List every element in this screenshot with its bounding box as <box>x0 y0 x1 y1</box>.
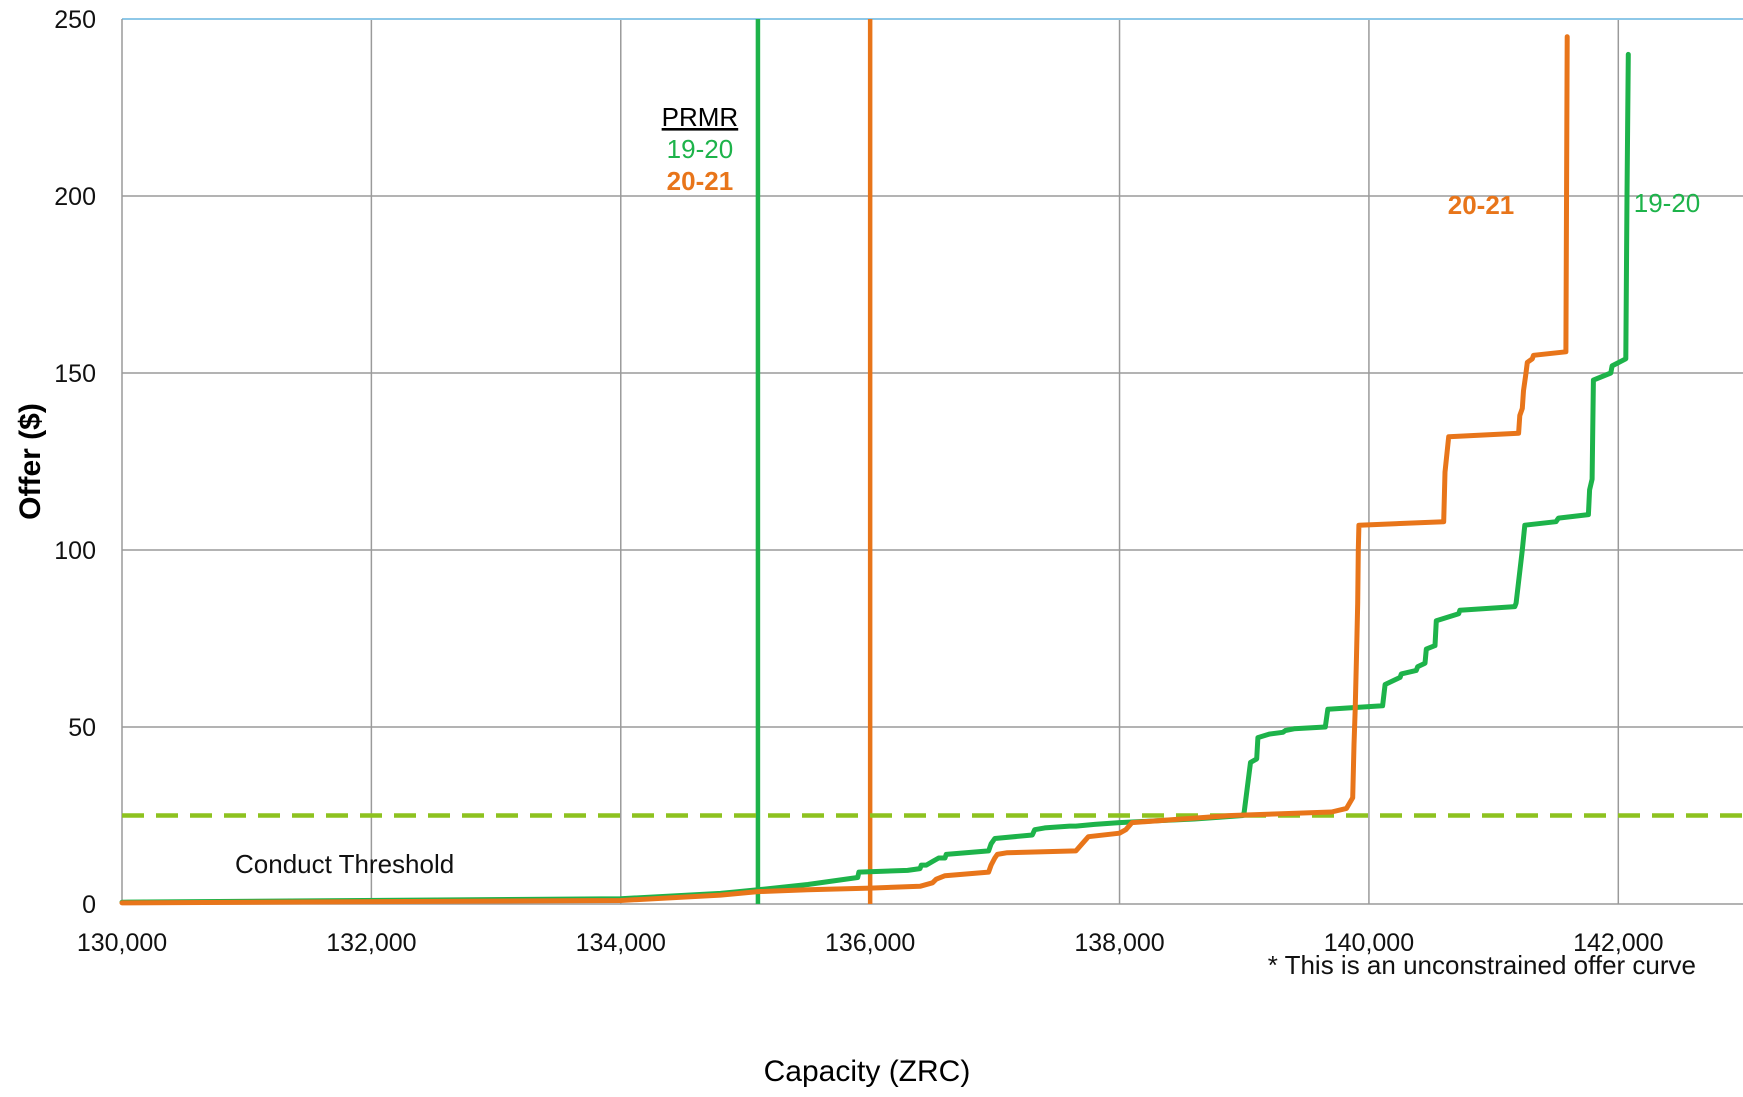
conduct-threshold-label: Conduct Threshold <box>235 849 454 879</box>
x-axis-title: Capacity (ZRC) <box>764 1055 971 1088</box>
tick-labels: 0 50 100 150 200 250 130,000 132,000 134,000 136,… <box>54 6 1663 957</box>
x-tick-label: 134,000 <box>576 929 666 957</box>
x-tick-label: 142,000 <box>1573 929 1663 957</box>
series-19-20-line <box>119 51 1631 905</box>
orange-curve-label: 20-21 <box>1448 190 1515 220</box>
prmr-green-label: 19-20 <box>667 134 734 164</box>
grid-lines <box>122 19 1743 904</box>
x-tick-label: 132,000 <box>326 929 416 957</box>
x-tick-label: 130,000 <box>77 929 167 957</box>
x-tick-label: 140,000 <box>1324 929 1414 957</box>
green-curve-label: 19-20 <box>1634 188 1701 218</box>
prmr-orange-label: 20-21 <box>667 166 734 196</box>
y-tick-label: 0 <box>82 891 96 919</box>
y-tick-label: 200 <box>54 183 96 211</box>
prmr-title-annotation: PRMR <box>662 102 739 132</box>
reference-lines <box>122 19 1743 904</box>
y-tick-label: 50 <box>68 714 96 742</box>
series-lines <box>119 34 1631 906</box>
unconstrained-note: * This is an unconstrained offer curve <box>1268 950 1696 980</box>
x-tick-label: 138,000 <box>1074 929 1164 957</box>
y-tick-label: 100 <box>54 537 96 565</box>
x-tick-label: 136,000 <box>825 929 915 957</box>
y-tick-label: 150 <box>54 360 96 388</box>
series-20-21-line <box>119 34 1570 906</box>
y-axis-title: Offer ($) <box>14 403 47 520</box>
y-tick-label: 250 <box>54 6 96 34</box>
